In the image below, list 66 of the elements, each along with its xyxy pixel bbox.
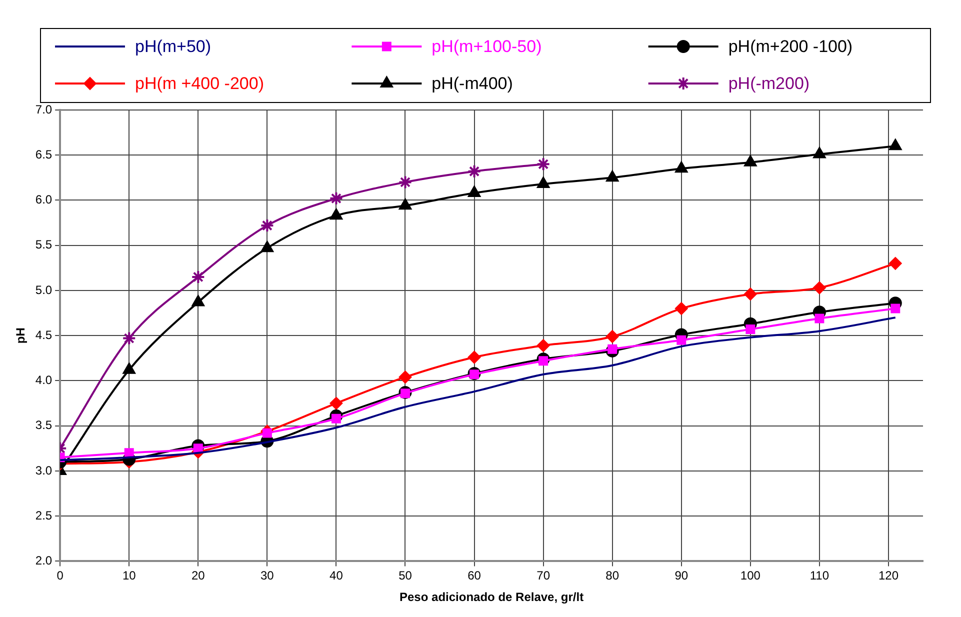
y-tick-label: 2.5 xyxy=(35,508,52,522)
x-tick-label: 70 xyxy=(536,568,550,583)
point xyxy=(536,176,550,188)
x-tick-label: 20 xyxy=(191,568,206,583)
legend-label: pH(-m400) xyxy=(432,74,513,94)
y-tick-label: 5.5 xyxy=(35,238,52,252)
y-tick-label: 7.0 xyxy=(35,102,52,116)
point xyxy=(744,154,757,166)
point xyxy=(746,324,756,334)
legend-label: pH(-m200) xyxy=(728,74,810,94)
x-tick-label: 30 xyxy=(260,568,274,583)
point xyxy=(676,335,686,345)
point xyxy=(744,288,757,301)
point xyxy=(814,314,824,324)
point xyxy=(536,157,550,172)
y-tick-label: 6.0 xyxy=(35,192,52,207)
legend-label: pH(m +400 -200) xyxy=(135,74,264,94)
y-tick-label: 4.5 xyxy=(35,328,52,342)
point xyxy=(262,428,272,438)
point xyxy=(888,138,902,150)
x-tick-label: 0 xyxy=(56,568,64,583)
x-tick-label: 10 xyxy=(122,568,136,583)
point xyxy=(191,270,206,284)
point xyxy=(330,396,343,410)
point xyxy=(330,208,343,220)
point xyxy=(812,281,826,294)
point xyxy=(606,330,619,344)
legend-label: pH(m+200 -100) xyxy=(728,37,853,56)
point xyxy=(608,344,618,354)
x-tick-label: 60 xyxy=(468,568,482,583)
point xyxy=(398,175,412,190)
point xyxy=(890,304,900,314)
point xyxy=(260,240,274,252)
x-axis-title: Peso adicionado de Relave, gr/lt xyxy=(400,590,584,604)
point xyxy=(606,170,619,182)
x-tick-label: 50 xyxy=(398,568,412,583)
point xyxy=(468,350,481,364)
point xyxy=(124,448,134,458)
point xyxy=(812,146,826,158)
y-tick-label: 4.0 xyxy=(35,373,52,388)
point xyxy=(398,370,412,384)
point xyxy=(122,331,136,346)
y-tick-label: 2.0 xyxy=(35,554,52,568)
point xyxy=(674,302,688,316)
y-tick-label: 3.0 xyxy=(35,463,52,478)
x-tick-label: 90 xyxy=(674,568,688,583)
point xyxy=(192,294,205,306)
legend-label: pH(m+100-50) xyxy=(432,37,542,56)
point xyxy=(467,164,482,178)
x-tick-label: 40 xyxy=(330,568,344,583)
point xyxy=(536,339,550,352)
legend-label: pH(m+50) xyxy=(135,37,212,56)
x-tick-label: 110 xyxy=(810,568,830,583)
y-tick-label: 5.0 xyxy=(35,282,52,297)
point xyxy=(674,161,688,173)
point xyxy=(888,256,902,270)
point xyxy=(468,186,481,198)
point xyxy=(398,198,412,210)
x-tick-label: 120 xyxy=(878,568,899,583)
x-tick-label: 80 xyxy=(606,568,620,583)
point xyxy=(260,218,274,233)
y-tick-label: 6.5 xyxy=(35,147,52,162)
y-axis-title: pH xyxy=(14,328,28,344)
x-tick-label: 100 xyxy=(740,568,761,583)
y-tick-label: 3.5 xyxy=(35,418,52,432)
point xyxy=(329,191,344,206)
